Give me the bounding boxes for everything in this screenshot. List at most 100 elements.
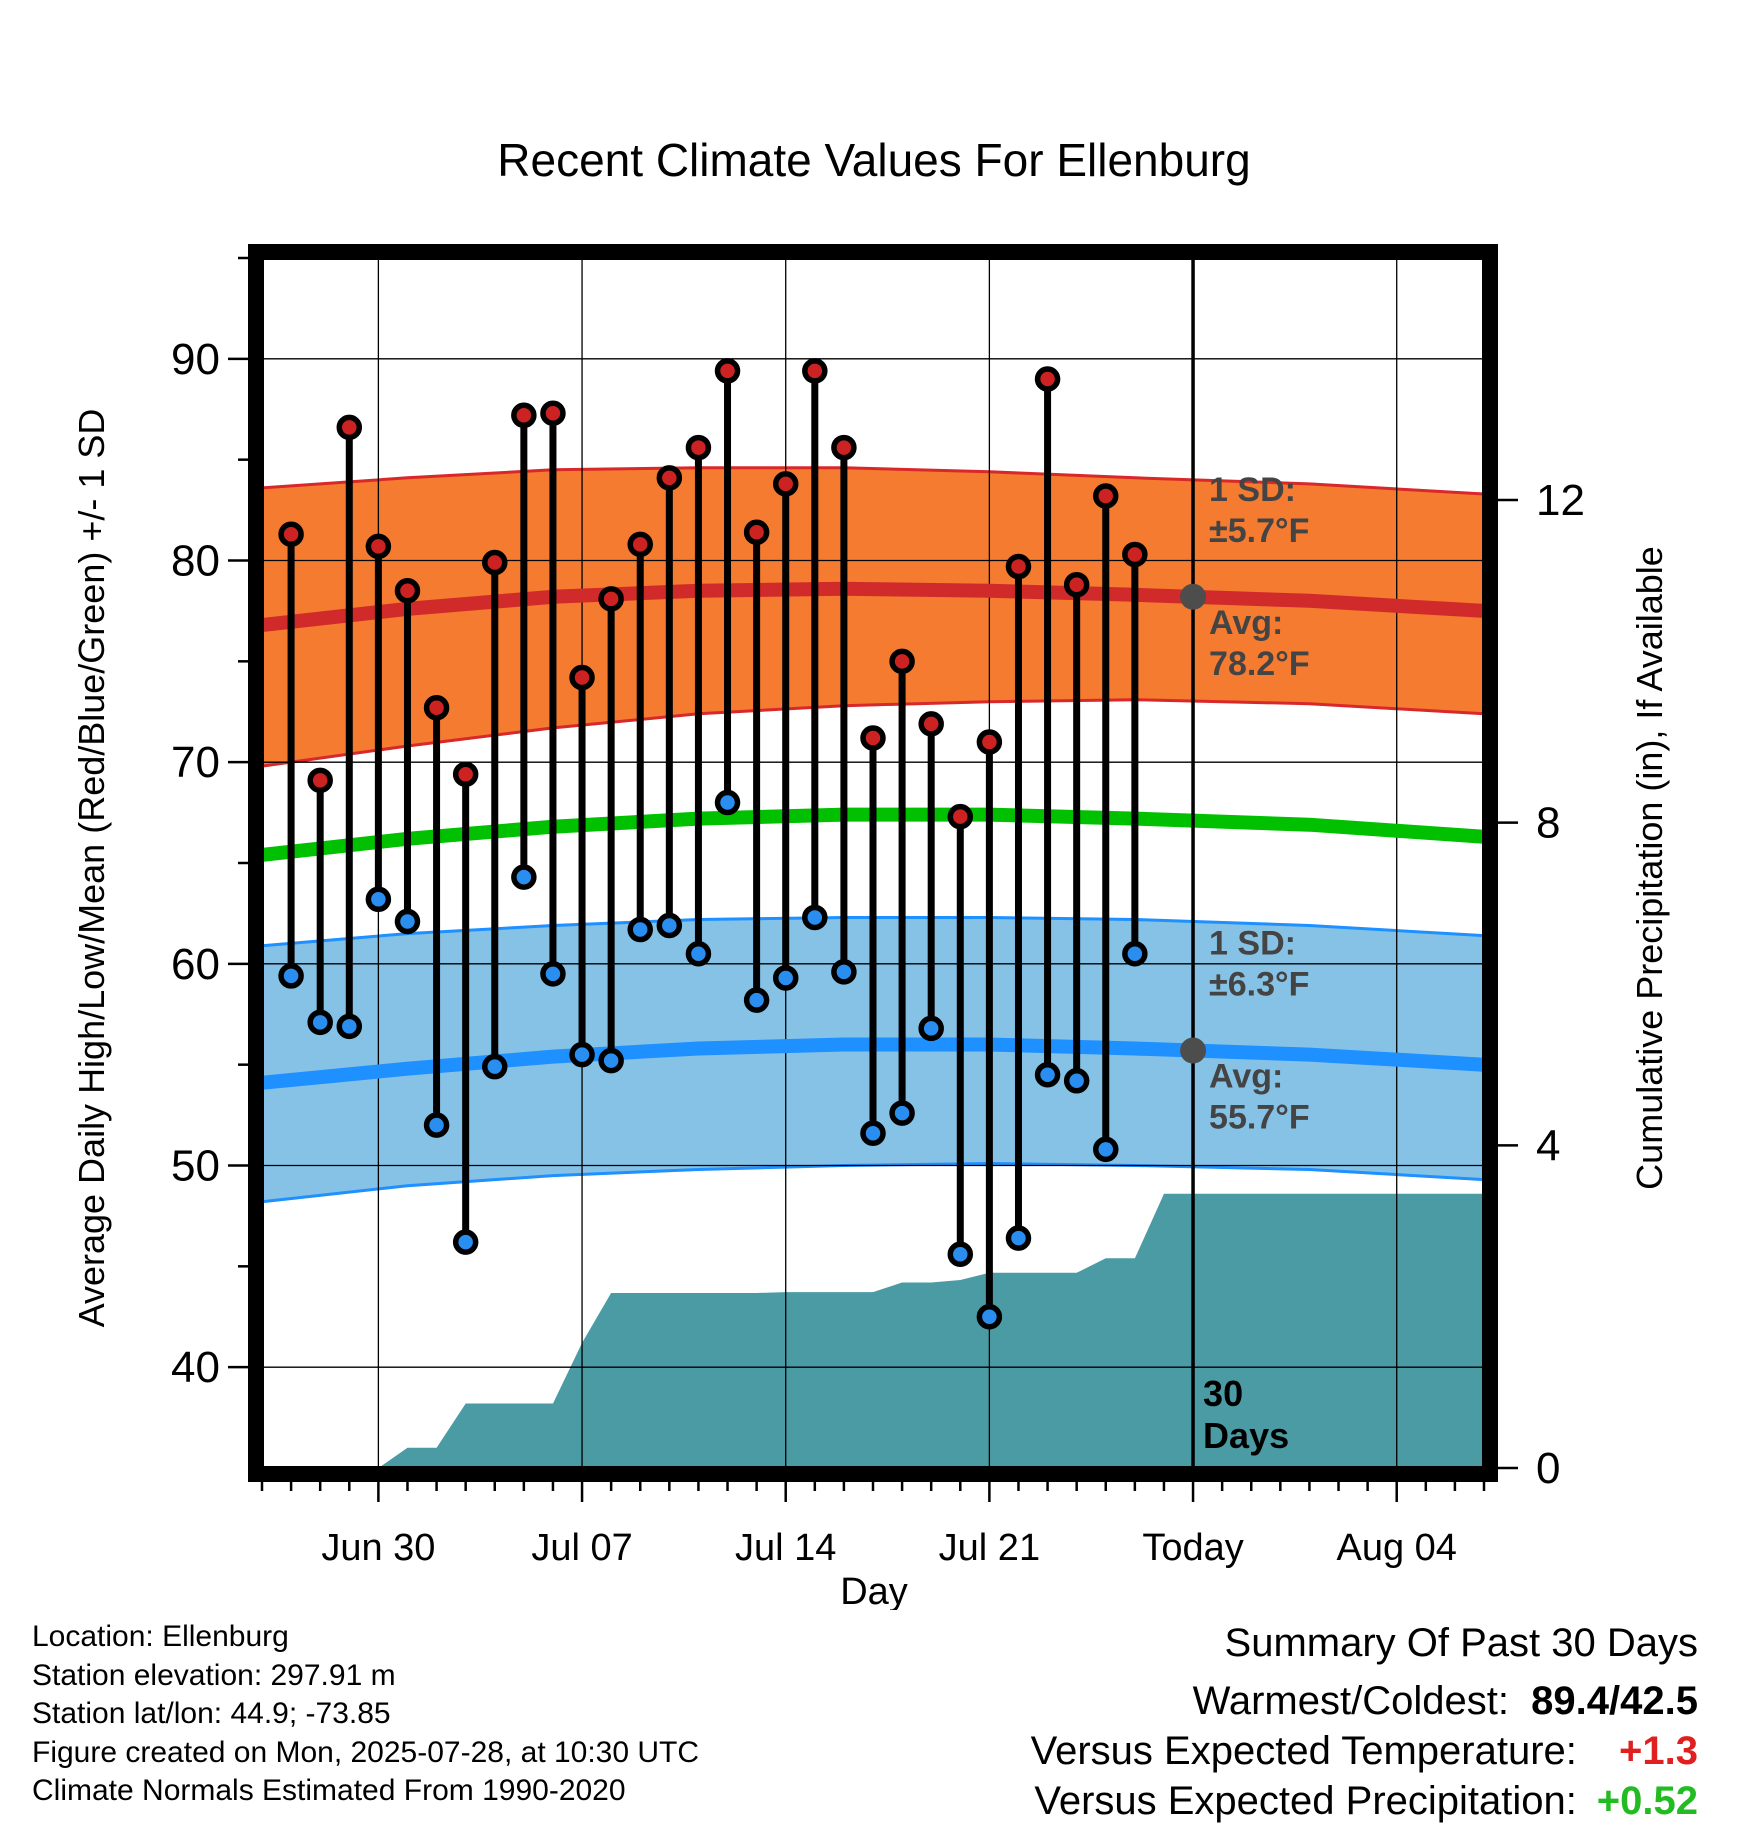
plot-inner xyxy=(262,258,1484,1468)
low-temp-point xyxy=(423,1112,450,1138)
low-temp-point xyxy=(1122,941,1148,967)
created-text: Figure created on Mon, 2025-07-28, at 10… xyxy=(32,1735,700,1769)
high-temp-point xyxy=(423,694,450,721)
high-temp-point xyxy=(394,578,421,604)
low-temp-point xyxy=(802,904,828,931)
high-temp-point xyxy=(831,434,857,461)
low-temp-point xyxy=(394,908,421,935)
chart-title: Recent Climate Values For Ellenburg xyxy=(497,134,1250,186)
high-temp-point xyxy=(947,803,974,830)
low-avg-label: Avg: xyxy=(1209,1058,1283,1096)
low-avg-value: 55.7°F xyxy=(1209,1099,1310,1137)
high-temp-point xyxy=(1005,553,1032,580)
warm-cold-row: Warmest/Coldest: 89.4/42.5 xyxy=(1031,1676,1698,1726)
high-avg-point xyxy=(1180,583,1207,610)
high-temp-point xyxy=(976,729,1003,755)
high-temp-point xyxy=(743,519,770,546)
summary-panel: Summary Of Past 30 Days Warmest/Coldest:… xyxy=(1031,1618,1698,1826)
high-avg-label: Avg: xyxy=(1209,604,1283,642)
temp-departure-label: Versus Expected Temperature: xyxy=(1030,1729,1577,1773)
x-tick-label: Today xyxy=(1142,1527,1243,1569)
high-sd-value: ±5.7°F xyxy=(1209,512,1309,550)
y2-tick-label: 8 xyxy=(1536,799,1560,848)
low-temp-point xyxy=(511,864,537,890)
station-info: Location: Ellenburg Station elevation: 2… xyxy=(32,1618,699,1811)
x-tick-label: Jul 21 xyxy=(939,1527,1040,1569)
low-temp-point xyxy=(336,1013,363,1040)
y-tick-label: 90 xyxy=(171,335,220,384)
x-tick-label: Aug 04 xyxy=(1336,1527,1456,1569)
low-temp-point xyxy=(860,1120,886,1146)
low-temp-point xyxy=(976,1304,1003,1330)
high-temp-point xyxy=(685,434,712,461)
high-sd-label: 1 SD: xyxy=(1209,471,1296,509)
low-temp-point xyxy=(569,1041,595,1068)
low-temp-point xyxy=(278,963,304,989)
high-sd-band xyxy=(262,467,1484,767)
low-temp-point xyxy=(1034,1062,1061,1088)
high-temp-point xyxy=(482,549,508,576)
precipitation-area xyxy=(291,1193,1484,1468)
low-temp-point xyxy=(452,1229,479,1255)
low-temp-point xyxy=(627,916,653,943)
high-temp-point xyxy=(802,358,828,384)
low-temp-point xyxy=(685,941,712,967)
high-temp-point xyxy=(918,711,944,737)
temp-departure-row: Versus Expected Temperature: +1.3 xyxy=(1031,1726,1698,1776)
high-temp-point xyxy=(772,471,799,497)
warm-cold-label: Warmest/Coldest: xyxy=(1192,1679,1509,1723)
y2-tick-label: 4 xyxy=(1536,1121,1560,1170)
high-temp-point xyxy=(307,767,333,794)
low-temp-point xyxy=(1005,1225,1032,1251)
precip-departure-row: Versus Expected Precipitation: +0.52 xyxy=(1031,1776,1698,1826)
high-temp-point xyxy=(452,761,479,788)
today-label-count: 30 xyxy=(1203,1373,1243,1414)
plot-frame xyxy=(248,244,1498,1482)
precip-departure-value: +0.52 xyxy=(1596,1779,1698,1823)
high-temp-point xyxy=(860,725,886,751)
warm-cold-value: 89.4/42.5 xyxy=(1531,1679,1698,1723)
climate-chart: Recent Climate Values For Ellenburg 1 SD… xyxy=(71,134,1670,1610)
high-temp-point xyxy=(1034,366,1061,392)
today-label-days: Days xyxy=(1203,1415,1289,1456)
x-axis-label: Day xyxy=(840,1571,908,1610)
high-temp-point xyxy=(1093,483,1119,509)
y2-axis-label: Cumulative Precipitation (in), If Availa… xyxy=(1629,546,1670,1190)
low-sd-value: ±6.3°F xyxy=(1209,966,1309,1004)
y-tick-label: 40 xyxy=(171,1343,220,1392)
low-temp-point xyxy=(831,959,857,985)
y-tick-label: 60 xyxy=(171,940,220,989)
precip-departure-label: Versus Expected Precipitation: xyxy=(1034,1779,1577,1823)
low-temp-point xyxy=(482,1053,508,1080)
low-sd-label: 1 SD: xyxy=(1209,925,1296,963)
high-temp-point xyxy=(714,358,741,384)
low-temp-point xyxy=(307,1009,333,1036)
elevation-text: Station elevation: 297.91 m xyxy=(32,1658,396,1692)
high-temp-point xyxy=(569,664,595,691)
x-tick-label: Jul 14 xyxy=(735,1527,836,1569)
low-temp-point xyxy=(947,1241,974,1267)
low-temp-point xyxy=(772,965,799,991)
high-temp-point xyxy=(627,531,653,558)
high-temp-point xyxy=(656,465,683,491)
y-tick-label: 80 xyxy=(171,537,220,586)
low-temp-point xyxy=(889,1100,915,1126)
high-temp-point xyxy=(540,400,566,427)
high-temp-point xyxy=(278,521,304,548)
low-avg-point xyxy=(1180,1037,1207,1064)
low-temp-point xyxy=(918,1015,944,1042)
high-temp-point xyxy=(889,648,915,675)
low-mean-line xyxy=(262,1037,1484,1090)
location-text: Location: Ellenburg xyxy=(32,1620,289,1653)
latlon-text: Station lat/lon: 44.9; -73.85 xyxy=(32,1697,391,1730)
high-avg-value: 78.2°F xyxy=(1209,645,1310,683)
y-axis-label: Average Daily High/Low/Mean (Red/Blue/Gr… xyxy=(71,409,112,1328)
high-temp-point xyxy=(598,586,624,612)
high-temp-point xyxy=(1063,571,1090,598)
high-temp-point xyxy=(511,402,537,429)
summary-header: Summary Of Past 30 Days xyxy=(1224,1621,1698,1665)
y2-tick-label: 12 xyxy=(1536,476,1585,525)
low-temp-point xyxy=(656,912,683,939)
normals-text: Climate Normals Estimated From 1990-2020 xyxy=(32,1774,626,1807)
